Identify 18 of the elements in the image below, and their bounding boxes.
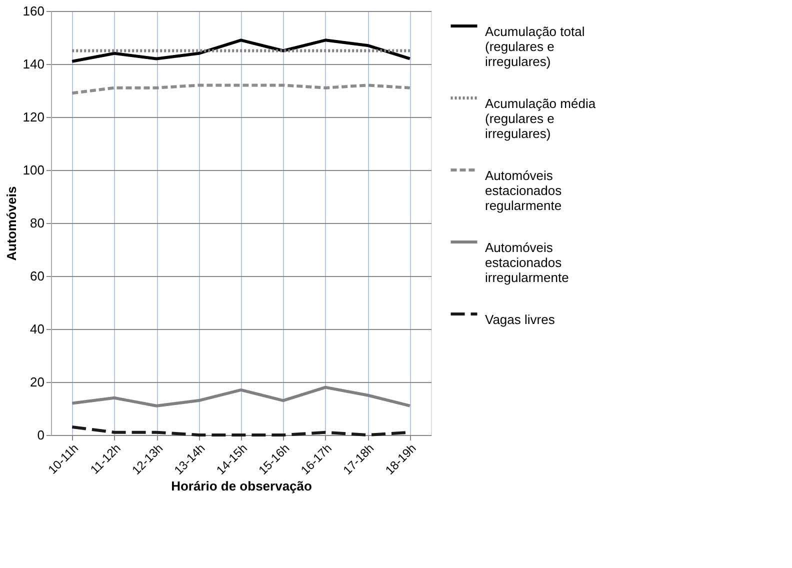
legend-label: Acumulação total (regulares e irregulares): [485, 24, 585, 69]
legend-label: Automóveis estacionados irregularmente: [485, 240, 569, 285]
y-tick-label: 40: [30, 322, 44, 336]
y-tick-label: 80: [30, 216, 44, 230]
legend-label: Automóveis estacionados regularmente: [485, 168, 562, 213]
y-tick-label: 160: [22, 4, 44, 18]
legend-label: Acumulação média (regulares e irregulares): [485, 96, 596, 141]
line-series: [70, 386, 412, 408]
line-series: [70, 38, 412, 63]
y-tick-label: 100: [22, 162, 44, 178]
y-tick-label: 140: [22, 56, 44, 72]
y-tick-label: 120: [22, 110, 44, 124]
y-tick-label: 20: [30, 374, 44, 390]
x-axis-title: Horário de observação: [171, 478, 312, 494]
y-axis-title: Automóveis: [4, 186, 19, 261]
y-tick-label: 0: [37, 428, 44, 442]
y-tick-label: 60: [30, 268, 44, 284]
legend-label: Vagas livres: [485, 312, 556, 327]
